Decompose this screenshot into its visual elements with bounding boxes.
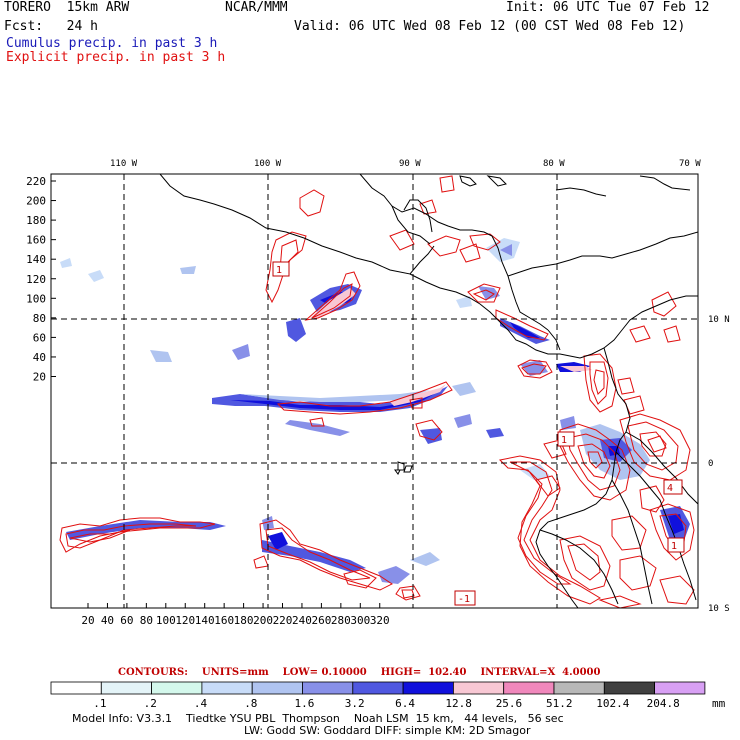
contours-units: UNITS=mm: [201, 667, 269, 678]
x-tick-label: 320: [370, 614, 390, 627]
legend-label: 1.6: [294, 697, 315, 710]
legend-label: 25.6: [495, 697, 523, 710]
legend-unit: mm: [712, 697, 726, 710]
contour-box-2: 1: [667, 537, 685, 553]
y-tick-label: 80: [33, 312, 46, 325]
x-tick-label: 200: [253, 614, 273, 627]
legend-label: 204.8: [646, 697, 680, 710]
legend-swatch: [201, 681, 253, 695]
legend-label: 12.8: [445, 697, 472, 710]
forecast-hour: Fcst: 24 h: [4, 19, 98, 34]
legend-label: .8: [244, 697, 258, 710]
legend-swatch: [503, 681, 555, 695]
legend-swatch: [151, 681, 203, 695]
x-tick-label: 100: [156, 614, 176, 627]
x-tick-label: 20: [81, 614, 94, 627]
legend-swatch: [50, 681, 102, 695]
x-tick-label: 300: [350, 614, 370, 627]
contours-low: LOW= 0.10000: [282, 667, 367, 678]
model-info-line2: LW: Godd SW: Goddard DIFF: simple KM: 2D…: [244, 724, 531, 737]
contour-box-4-text: 1: [561, 435, 567, 446]
field-label-explicit: Explicit precip. in past 3 h: [6, 50, 226, 65]
contour-box-1-text: 1: [276, 265, 282, 276]
field-label-cumulus: Cumulus precip. in past 3 h: [6, 36, 218, 51]
y-tick-label: 20: [33, 371, 46, 384]
legend-label: .4: [193, 697, 208, 710]
contour-box-3-text: 4: [667, 483, 673, 494]
y-tick-label: 200: [26, 195, 46, 208]
valid-time: Valid: 06 UTC Wed 08 Feb 12 (00 CST Wed …: [294, 19, 686, 34]
explicit-precip-fills: [310, 288, 592, 406]
right-lat-label: 0: [708, 459, 713, 469]
color-legend: [50, 681, 706, 695]
y-axis-tick-labels: 220 200 180 160 140 120 100 80 60 40 20: [26, 175, 56, 384]
contours-high: HIGH= 102.40: [380, 667, 467, 678]
model-title: TORERO 15km ARW: [4, 0, 130, 15]
y-tick-label: 120: [26, 273, 46, 286]
contour-box-3: 4: [663, 479, 683, 495]
legend-swatch: [251, 681, 303, 695]
top-longitude-labels: 110 W 100 W 90 W 80 W 70 W: [110, 159, 701, 169]
legend-label: .1: [93, 697, 107, 710]
x-tick-label: 60: [120, 614, 133, 627]
model-info-line1: Model Info: V3.3.1 Tiedtke YSU PBL Thomp…: [72, 712, 564, 725]
organization-label: NCAR/MMM: [225, 0, 288, 15]
x-tick-label: 240: [292, 614, 312, 627]
init-time: Init: 06 UTC Tue 07 Feb 12: [506, 0, 710, 15]
y-tick-label: 180: [26, 214, 46, 227]
contours-info: CONTOURS: UNITS=mm LOW= 0.10000 HIGH= 102.4…: [118, 667, 614, 678]
contour-box-5: -1: [454, 590, 476, 606]
explicit-precip-contours: [59, 175, 695, 608]
coastlines: [159, 174, 698, 608]
x-tick-label: 280: [331, 614, 351, 627]
y-tick-label: 60: [33, 331, 46, 344]
top-lon-label: 80 W: [543, 159, 565, 169]
right-latitude-labels: 10 N 0 10 S: [708, 315, 730, 614]
legend-swatch: [352, 681, 404, 695]
contours-interval: INTERVAL=X 4.0000: [480, 667, 601, 678]
legend-swatch: [452, 681, 505, 695]
lat-lon-grid: [51, 174, 698, 608]
legend-swatch: [402, 681, 454, 695]
x-tick-label: 160: [214, 614, 234, 627]
y-tick-label: 160: [26, 234, 46, 247]
right-lat-label: 10 S: [708, 604, 730, 614]
legend-swatch: [302, 681, 354, 695]
legend-label: .2: [143, 697, 157, 710]
contour-box-1: 1: [272, 261, 290, 277]
legend-swatch: [654, 681, 706, 695]
x-tick-label: 40: [101, 614, 114, 627]
x-tick-label: 80: [140, 614, 153, 627]
y-tick-label: 140: [26, 253, 46, 266]
x-tick-label: 260: [311, 614, 331, 627]
legend-swatch: [603, 681, 655, 695]
top-lon-label: 100 W: [254, 159, 282, 169]
x-tick-label: 140: [195, 614, 215, 627]
x-tick-label: 180: [234, 614, 254, 627]
x-tick-label: 220: [273, 614, 293, 627]
legend-swatch: [553, 681, 605, 695]
contour-box-4: 1: [557, 431, 575, 447]
right-lat-label: 10 N: [708, 315, 730, 325]
legend-label: 51.2: [546, 697, 573, 710]
contour-box-2-text: 1: [671, 541, 677, 552]
y-tick-label: 100: [26, 292, 46, 305]
legend-label: 102.4: [596, 697, 630, 710]
x-tick-label: 120: [175, 614, 195, 627]
map-frame: [50, 173, 699, 609]
y-tick-label: 40: [33, 351, 46, 364]
legend-swatch: [100, 681, 153, 695]
top-lon-label: 90 W: [399, 159, 421, 169]
contour-value-boxes: 1 1 4 1 -1: [272, 261, 685, 606]
legend-label: 6.4: [395, 697, 415, 710]
contour-box-5-text: -1: [458, 594, 470, 605]
y-tick-label: 220: [26, 175, 46, 188]
legend-label: 3.2: [344, 697, 365, 710]
x-axis-tick-labels: 20 40 60 80 100 120 140 160 180 200 220 240 260 280 30…: [81, 603, 390, 627]
top-lon-label: 70 W: [679, 159, 701, 169]
top-lon-label: 110 W: [110, 159, 138, 169]
contours-label: CONTOURS:: [118, 667, 188, 678]
